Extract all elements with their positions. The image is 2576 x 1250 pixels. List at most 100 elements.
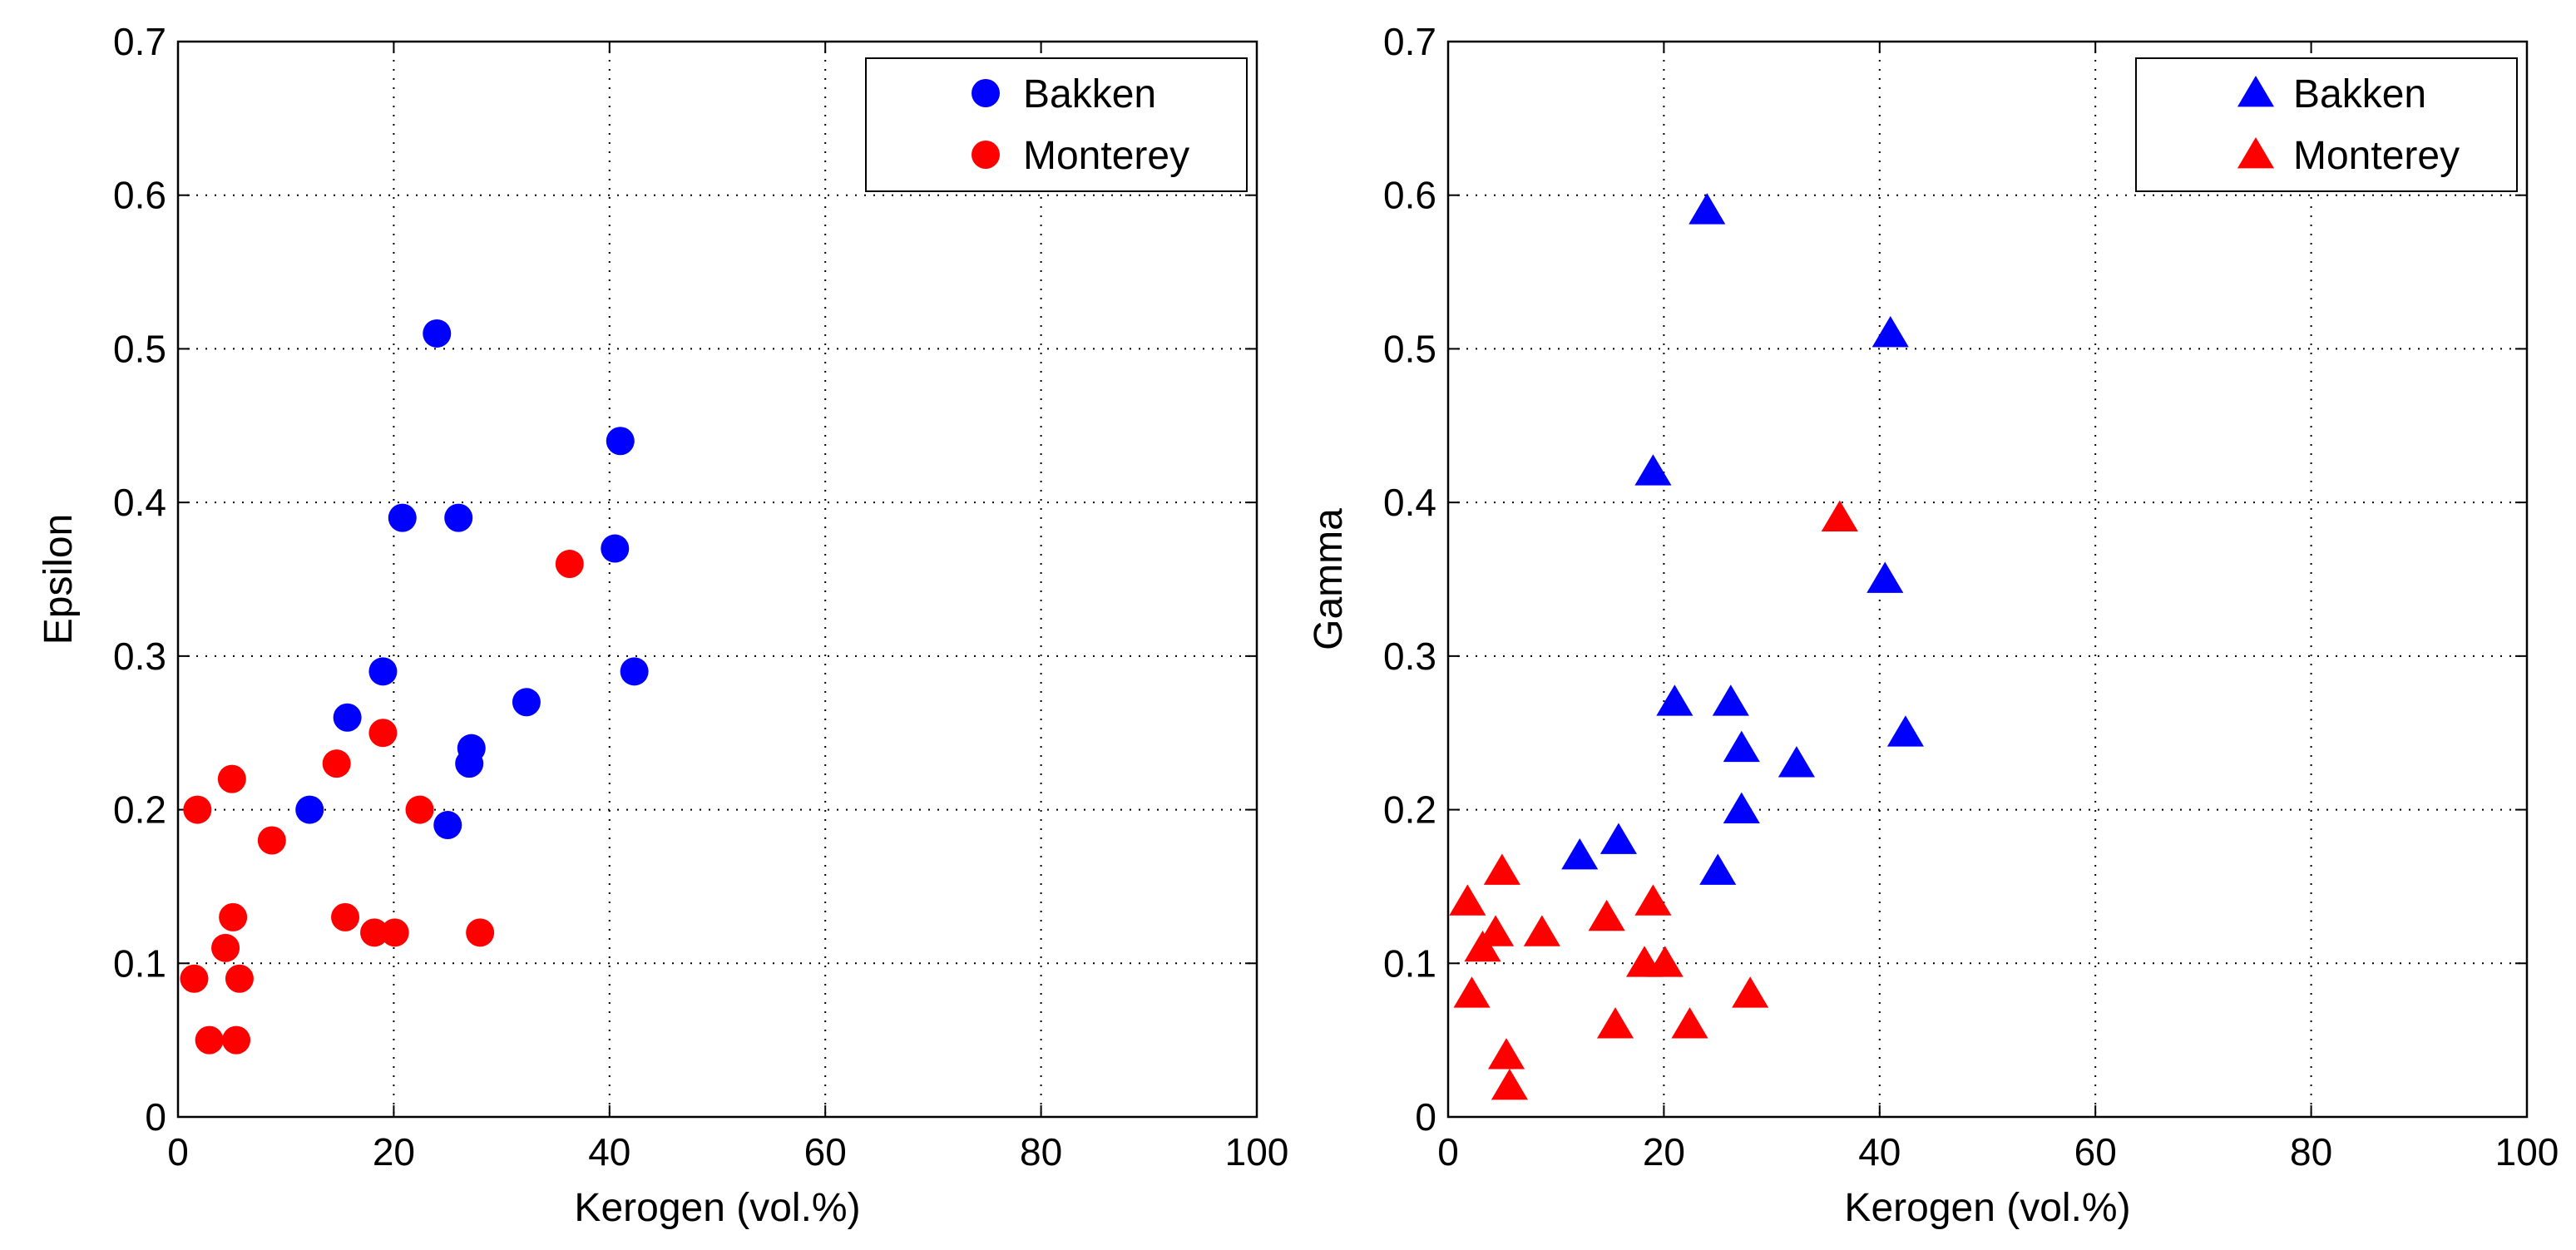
data-point [195,1025,224,1055]
y-tick-label: 0.7 [1383,20,1436,63]
x-tick-label: 40 [588,1130,630,1173]
legend-label-monterey: Monterey [2293,134,2460,178]
data-point [1453,976,1491,1008]
y-tick-label: 0.2 [1383,788,1436,832]
data-point [1866,561,1904,593]
data-point [1634,884,1672,916]
x-tick-label: 100 [1225,1130,1289,1173]
data-point [1656,684,1693,716]
x-axis-label: Kerogen (vol.%) [1844,1186,2130,1230]
data-point [555,550,584,579]
x-tick-label: 60 [804,1130,847,1173]
data-point [368,719,398,748]
y-tick-label: 0.1 [1383,941,1436,985]
series-bakken [295,319,649,840]
y-tick-label: 0.3 [113,635,166,678]
x-tick-label: 0 [167,1130,189,1173]
data-point [455,749,484,778]
data-point [1483,853,1520,885]
series-monterey [180,550,584,1055]
x-tick-label: 0 [1437,1130,1459,1173]
data-point [1561,837,1599,870]
data-point [257,826,286,855]
data-point [388,503,417,532]
x-tick-label: 80 [2290,1130,2332,1173]
data-point [1634,454,1672,486]
data-point [180,964,209,993]
y-tick-label: 0.5 [113,327,166,370]
x-axis-label: Kerogen (vol.%) [574,1186,860,1230]
data-point [331,902,360,931]
legend-marker-bakken [972,79,1000,107]
data-point [368,657,398,686]
data-point [222,1025,251,1055]
x-tick-label: 100 [2495,1130,2559,1173]
plot-frame [1446,40,2529,1119]
y-tick-label: 0.6 [113,174,166,217]
x-tick-label: 60 [2074,1130,2117,1173]
data-point [1732,976,1769,1008]
y-tick-label: 0 [145,1095,166,1139]
y-tick-label: 0.4 [1383,481,1436,524]
legend-label-bakken: Bakken [2293,72,2426,116]
data-point [360,918,389,947]
legend-label-monterey: Monterey [1023,134,1189,178]
data-point [1464,930,1501,962]
y-tick-label: 0 [1415,1095,1436,1139]
data-point [1723,792,1760,823]
y-axis-label: Epsilon [37,514,81,645]
plot-area [1448,42,2527,1117]
data-point [333,703,362,732]
data-point [1871,315,1909,348]
data-point [1886,715,1924,747]
data-point [1523,915,1560,946]
legend-label-bakken: Bakken [1023,72,1156,116]
legend-marker-monterey [2237,137,2275,169]
series-monterey [1449,500,1858,1100]
x-tick-label: 20 [1643,1130,1685,1173]
epsilon-chart: 0 20 40 60 80 100 0 0.1 0.2 0.3 0.4 0.5 0.6 0.7 Keroge… [37,20,1288,1230]
legend-box [865,57,1248,192]
data-point [466,918,495,947]
data-point [433,811,462,840]
data-point [620,657,649,686]
data-point [1777,746,1815,778]
y-axis-label: Gamma [1307,508,1351,650]
y-tick-label: 0.2 [113,788,166,832]
data-point [1723,730,1760,763]
legend: Bakken Monterey [2135,57,2518,192]
data-point [183,795,212,824]
data-point [444,503,473,532]
data-point [1688,193,1726,225]
legend-marker-bakken [2237,76,2275,107]
legend: Bakken Monterey [865,57,1248,192]
data-point [1712,684,1749,716]
data-point [322,749,351,778]
series-bakken [1561,193,1924,885]
y-tick-label: 0.1 [113,941,166,985]
data-point [225,964,254,993]
data-point [380,918,409,947]
y-tick-label: 0.6 [1383,174,1436,217]
y-tick-label: 0.7 [113,20,166,63]
data-point [512,688,541,717]
data-point [1449,884,1486,916]
data-point [1596,1007,1634,1039]
data-point [1671,1007,1708,1039]
data-point [1588,899,1625,931]
data-point [1699,853,1737,885]
data-point [601,534,630,563]
data-point [1491,1069,1528,1100]
y-tick-label: 0.5 [1383,327,1436,370]
gamma-chart: 0 20 40 60 80 100 0 0.1 0.2 0.3 0.4 0.5 0.6 0.7 Keroge… [1307,20,2559,1230]
data-point [1646,946,1684,977]
plot-frame [176,40,1258,1119]
y-tick-label: 0.4 [113,481,166,524]
legend-box [2135,57,2518,192]
legend-marker-monterey [972,141,1000,169]
x-tick-label: 80 [1020,1130,1062,1173]
data-point [606,427,635,456]
x-tick-label: 40 [1858,1130,1901,1173]
data-point [423,319,452,348]
y-tick-label: 0.3 [1383,635,1436,678]
